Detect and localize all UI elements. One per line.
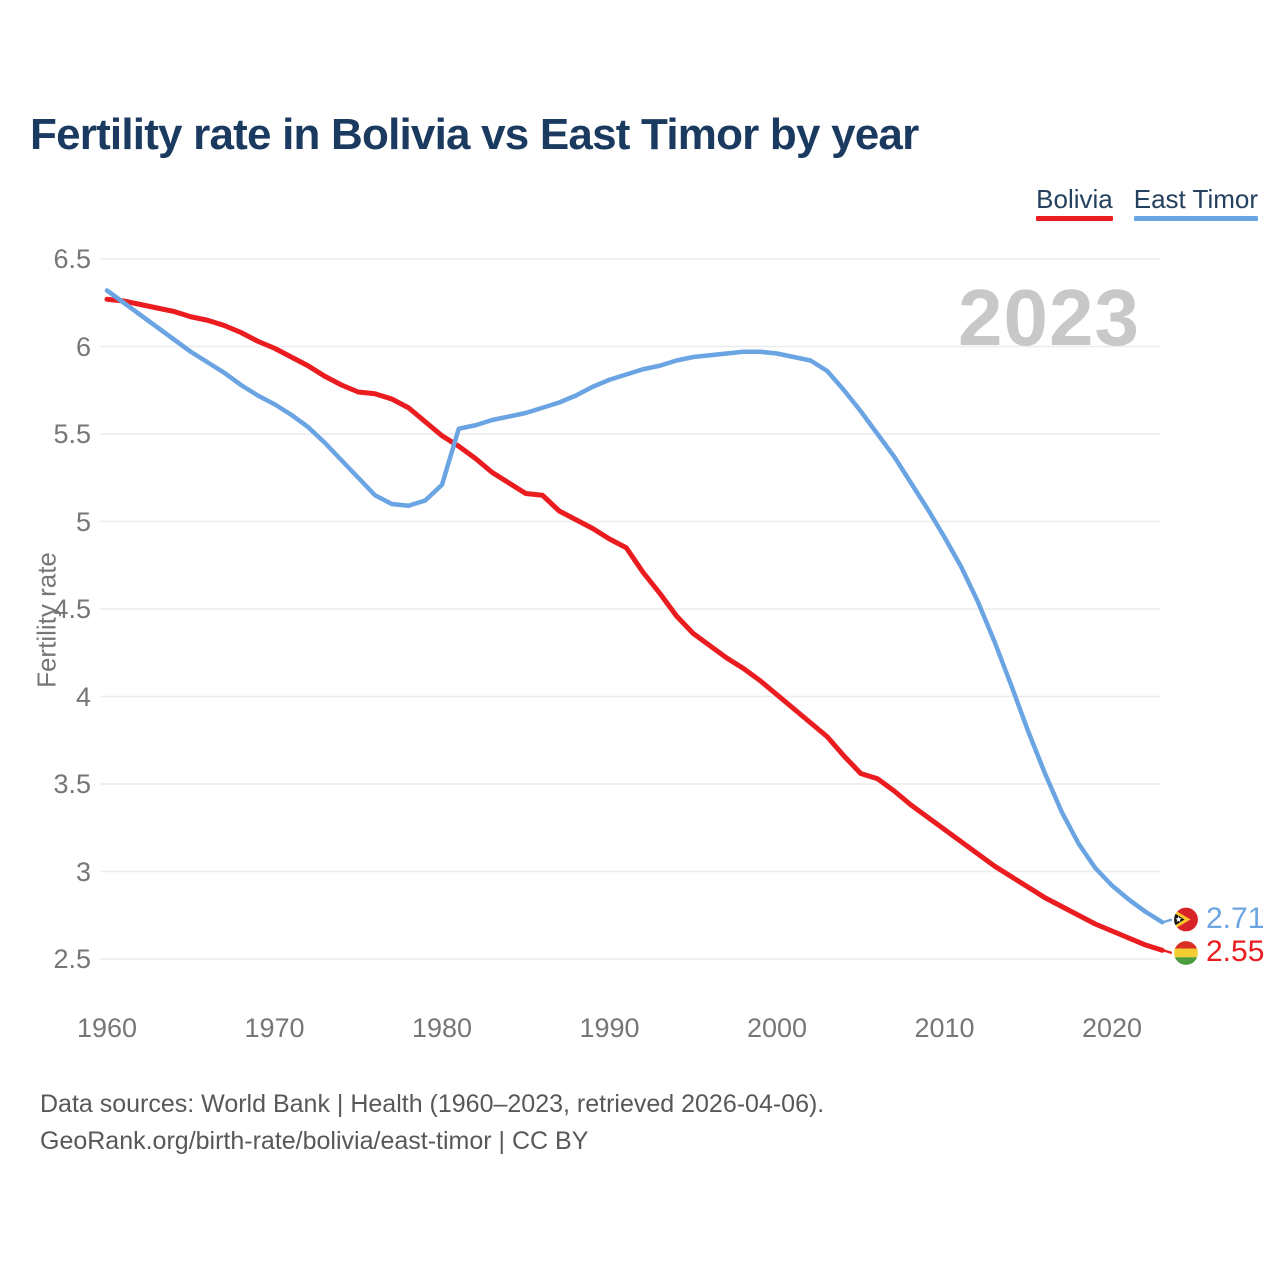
legend-color-bar-east-timor: [1133, 216, 1258, 221]
bolivia-flag-icon: [1171, 938, 1201, 968]
bolivia-end-value: 2.55: [1206, 935, 1265, 968]
x-tick-label: 1960: [76, 1013, 138, 1043]
chart-legend: Bolivia East Timor: [1036, 186, 1258, 221]
x-tick-label: 1990: [579, 1013, 640, 1043]
legend-color-bar-bolivia: [1036, 216, 1113, 221]
end-connector: [1162, 949, 1173, 955]
legend-label-east-timor: East Timor: [1133, 184, 1258, 214]
east-timor-end-value: 2.71: [1206, 902, 1265, 935]
y-tick-label: 3: [75, 856, 91, 887]
y-tick-label: 6.5: [53, 244, 91, 274]
x-tick-label: 1970: [244, 1013, 305, 1043]
y-tick-label: 4: [75, 681, 91, 712]
legend-item-east-timor[interactable]: East Timor: [1133, 184, 1258, 221]
y-tick-label: 5.5: [53, 419, 91, 449]
series-line-east-timor[interactable]: [104, 288, 1165, 925]
footer-url-line: GeoRank.org/birth-rate/bolivia/east-timo…: [40, 1127, 589, 1155]
legend-item-bolivia[interactable]: Bolivia: [1036, 186, 1113, 221]
footer-sources-line: Data sources: World Bank | Health (1960–…: [40, 1090, 825, 1118]
y-tick-label: 3.5: [53, 769, 91, 799]
x-tick-label: 1980: [411, 1013, 473, 1043]
gridlines: [100, 258, 1160, 960]
legend-label-bolivia: Bolivia: [1036, 184, 1113, 214]
y-tick-label: 5: [75, 506, 91, 537]
end-connector: [1162, 918, 1173, 924]
series-line-bolivia[interactable]: [104, 296, 1165, 953]
east-timor-flag-icon: [1171, 905, 1201, 934]
x-tick-label: 2010: [914, 1013, 975, 1043]
page-title: Fertility rate in Bolivia vs East Timor …: [30, 110, 919, 159]
year-watermark: 2023: [958, 273, 1140, 362]
end-label-connectors: [1162, 918, 1173, 955]
x-tick-label: 2000: [746, 1013, 808, 1043]
y-tick-label: 6: [75, 331, 91, 362]
x-tick-label: 2020: [1081, 1013, 1143, 1043]
y-tick-label: 4.5: [53, 594, 91, 624]
footer-attribution: Data sources: World Bank | Health (1960–…: [40, 1086, 824, 1160]
y-tick-label: 2.5: [53, 944, 91, 974]
